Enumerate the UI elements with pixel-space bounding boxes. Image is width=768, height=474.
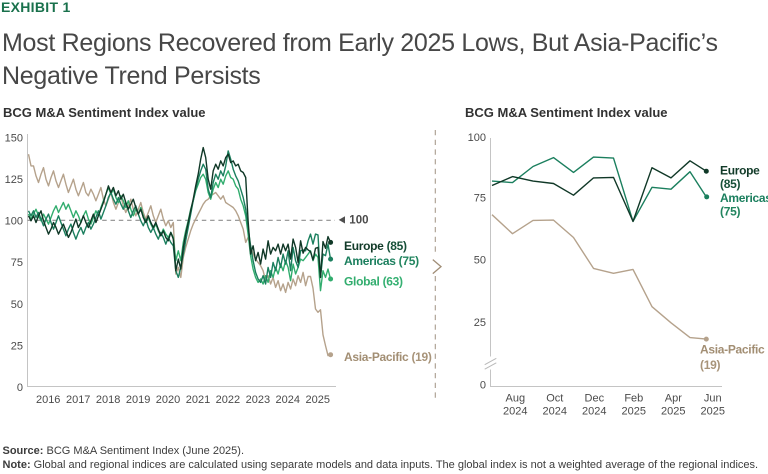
- svg-text:2024: 2024: [543, 406, 567, 418]
- svg-text:150: 150: [5, 132, 23, 144]
- svg-text:2024: 2024: [582, 406, 606, 418]
- svg-text:2020: 2020: [156, 394, 180, 406]
- svg-text:2023: 2023: [246, 394, 270, 406]
- svg-text:Jun: Jun: [704, 393, 722, 405]
- svg-text:2022: 2022: [216, 394, 240, 406]
- svg-text:Apr: Apr: [665, 393, 682, 405]
- svg-text:75: 75: [11, 257, 23, 269]
- svg-text:2021: 2021: [186, 394, 210, 406]
- svg-text:125: 125: [5, 174, 23, 186]
- svg-text:Dec: Dec: [585, 393, 605, 405]
- svg-text:Aug: Aug: [506, 393, 526, 405]
- svg-text:2018: 2018: [96, 394, 120, 406]
- svg-text:2016: 2016: [36, 394, 60, 406]
- svg-text:2025: 2025: [622, 406, 646, 418]
- svg-text:Asia-Pacific (19): Asia-Pacific (19): [344, 350, 432, 364]
- svg-text:Feb: Feb: [624, 393, 643, 405]
- svg-text:50: 50: [11, 299, 23, 311]
- svg-text:Asia-Pacific: Asia-Pacific: [700, 343, 765, 357]
- svg-text:100: 100: [349, 215, 368, 227]
- svg-text:Global (63): Global (63): [344, 274, 403, 288]
- svg-text:Oct: Oct: [546, 393, 563, 405]
- svg-text:Europe: Europe: [720, 164, 760, 178]
- svg-text:2024: 2024: [503, 406, 527, 418]
- svg-text:100: 100: [5, 216, 23, 228]
- svg-text:(85): (85): [720, 177, 740, 191]
- svg-text:75: 75: [474, 193, 486, 205]
- svg-text:2025: 2025: [661, 406, 685, 418]
- svg-text:2025: 2025: [306, 394, 330, 406]
- svg-text:Europe (85): Europe (85): [344, 239, 407, 253]
- svg-text:25: 25: [474, 317, 486, 329]
- svg-text:2024: 2024: [276, 394, 300, 406]
- svg-text:50: 50: [474, 255, 486, 267]
- svg-text:0: 0: [17, 382, 23, 394]
- svg-text:Americas: Americas: [720, 191, 768, 205]
- svg-text:(75): (75): [720, 205, 740, 219]
- svg-text:Americas (75): Americas (75): [344, 254, 419, 268]
- svg-text:2019: 2019: [126, 394, 150, 406]
- svg-text:0: 0: [480, 380, 486, 392]
- svg-text:(19): (19): [700, 358, 720, 372]
- svg-text:25: 25: [11, 340, 23, 352]
- svg-text:100: 100: [468, 132, 486, 144]
- svg-text:2017: 2017: [66, 394, 90, 406]
- svg-text:2025: 2025: [701, 406, 725, 418]
